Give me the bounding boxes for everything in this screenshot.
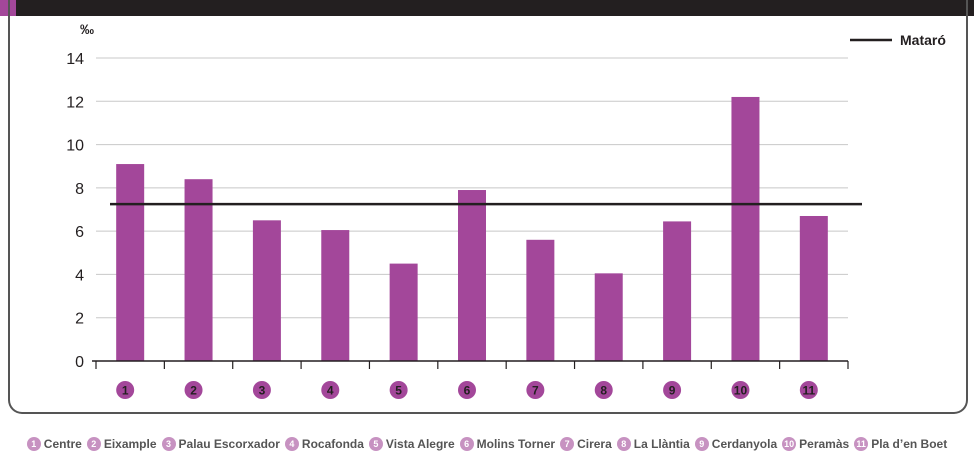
bar <box>458 190 486 361</box>
district-legend: 1 Centre 2 Eixample 3 Palau Escorxador 4 Rocafo… <box>0 432 974 456</box>
legend-number-badge: 6 <box>459 437 474 451</box>
category-badges: 1 2 3 4 5 6 7 8 9 10 11 <box>116 381 818 399</box>
x-tick-label: 10 <box>734 384 748 398</box>
x-tick-label: 7 <box>532 384 539 398</box>
category-badge <box>321 381 340 399</box>
legend-item: 1 Centre <box>26 437 82 451</box>
category-badge <box>526 381 545 399</box>
x-axis-ticks <box>95 361 849 369</box>
legend-district-name: Palau Escorxador <box>178 437 280 451</box>
x-tick-label: 2 <box>190 384 197 398</box>
legend-district-name: Centre <box>43 437 82 451</box>
legend-number-badge: 7 <box>560 437 575 451</box>
y-tick-label: 4 <box>75 267 84 284</box>
legend-number-badge: 11 <box>854 437 869 451</box>
legend-item: 8 La Llàntia <box>616 437 690 451</box>
y-tick-label: 2 <box>75 311 84 328</box>
legend-number-badge: 3 <box>161 437 176 451</box>
bars <box>116 96 828 361</box>
legend-district-name: Pla d’en Boet <box>871 437 948 451</box>
legend-number-badge: 10 <box>782 437 797 451</box>
category-badge <box>663 381 682 399</box>
legend-district-name: Rocafonda <box>301 437 364 451</box>
category-badge <box>252 381 271 399</box>
bar <box>252 220 281 361</box>
legend-district-name: La Llàntia <box>633 437 690 451</box>
y-tick-label: 10 <box>66 138 84 155</box>
bar <box>116 164 145 361</box>
legend-item: 4 Rocafonda <box>284 437 364 451</box>
category-badge <box>116 381 135 399</box>
legend-item: 10 Peramàs <box>782 437 849 451</box>
x-tick-label: 3 <box>259 384 266 398</box>
legend-item: 7 Cirera <box>560 437 612 451</box>
legend-number-badge: 8 <box>616 437 631 451</box>
bar <box>526 239 555 361</box>
bar <box>321 230 350 361</box>
legend-number-badge: 9 <box>694 437 709 451</box>
x-tick-label: 9 <box>669 384 676 398</box>
x-tick-label: 5 <box>395 384 402 398</box>
category-badge <box>594 381 613 399</box>
legend-number-badge: 1 <box>26 437 41 451</box>
legend-district-name: Vista Alegre <box>385 437 455 451</box>
y-tick-label: 14 <box>66 51 84 68</box>
y-axis-label: ‰ <box>80 21 94 37</box>
y-tick-label: 0 <box>75 354 84 371</box>
bar <box>731 96 760 361</box>
legend-number-badge: 2 <box>86 437 101 451</box>
legend-number-badge: 5 <box>368 437 383 451</box>
legend: Mataró <box>850 32 946 48</box>
legend-district-name: Peramàs <box>799 437 850 451</box>
legend-item: 3 Palau Escorxador <box>161 437 280 451</box>
y-tick-label: 8 <box>75 181 84 198</box>
bar <box>663 221 692 361</box>
category-badge <box>389 381 408 399</box>
chart-frame <box>8 0 968 414</box>
category-badge <box>731 381 750 399</box>
legend-district-name: Cerdanyola <box>711 437 778 451</box>
legend-number-badge: 4 <box>284 437 299 451</box>
bar <box>389 263 418 361</box>
gridlines <box>96 57 848 319</box>
legend-item: 5 Vista Alegre <box>368 437 455 451</box>
y-tick-label: 6 <box>75 224 84 241</box>
category-badge <box>458 381 476 399</box>
x-tick-label: 1 <box>122 384 129 398</box>
legend-label: Mataró <box>900 32 946 48</box>
x-tick-label: 11 <box>802 384 815 398</box>
x-tick-label: 4 <box>327 384 334 398</box>
legend-item: 2 Eixample <box>86 437 157 451</box>
legend-item: 9 Cerdanyola <box>694 437 778 451</box>
x-tick-label: 8 <box>600 384 607 398</box>
category-badge <box>799 381 818 399</box>
legend-item: 6 Molins Torner <box>459 437 556 451</box>
bar <box>799 215 828 361</box>
y-tick-label: 12 <box>66 94 84 111</box>
bar <box>594 273 623 361</box>
x-tick-label: 6 <box>464 384 471 398</box>
legend-item: 11 Pla d’en Boet <box>854 437 947 451</box>
category-badge <box>184 381 203 399</box>
legend-district-name: Cirera <box>577 437 612 451</box>
y-axis-ticks: 0 2 4 6 8 10 12 14 <box>66 51 84 371</box>
legend-district-name: Eixample <box>103 437 157 451</box>
bar <box>184 179 213 361</box>
legend-district-name: Molins Torner <box>476 437 556 451</box>
